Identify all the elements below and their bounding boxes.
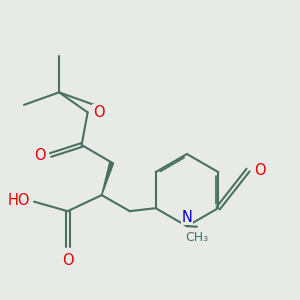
Polygon shape: [102, 162, 114, 195]
Text: O: O: [62, 253, 74, 268]
Text: N: N: [182, 210, 192, 225]
Text: O: O: [34, 148, 46, 163]
Text: HO: HO: [8, 193, 30, 208]
Text: O: O: [255, 163, 266, 178]
Text: O: O: [93, 105, 104, 120]
Text: CH₃: CH₃: [185, 231, 208, 244]
